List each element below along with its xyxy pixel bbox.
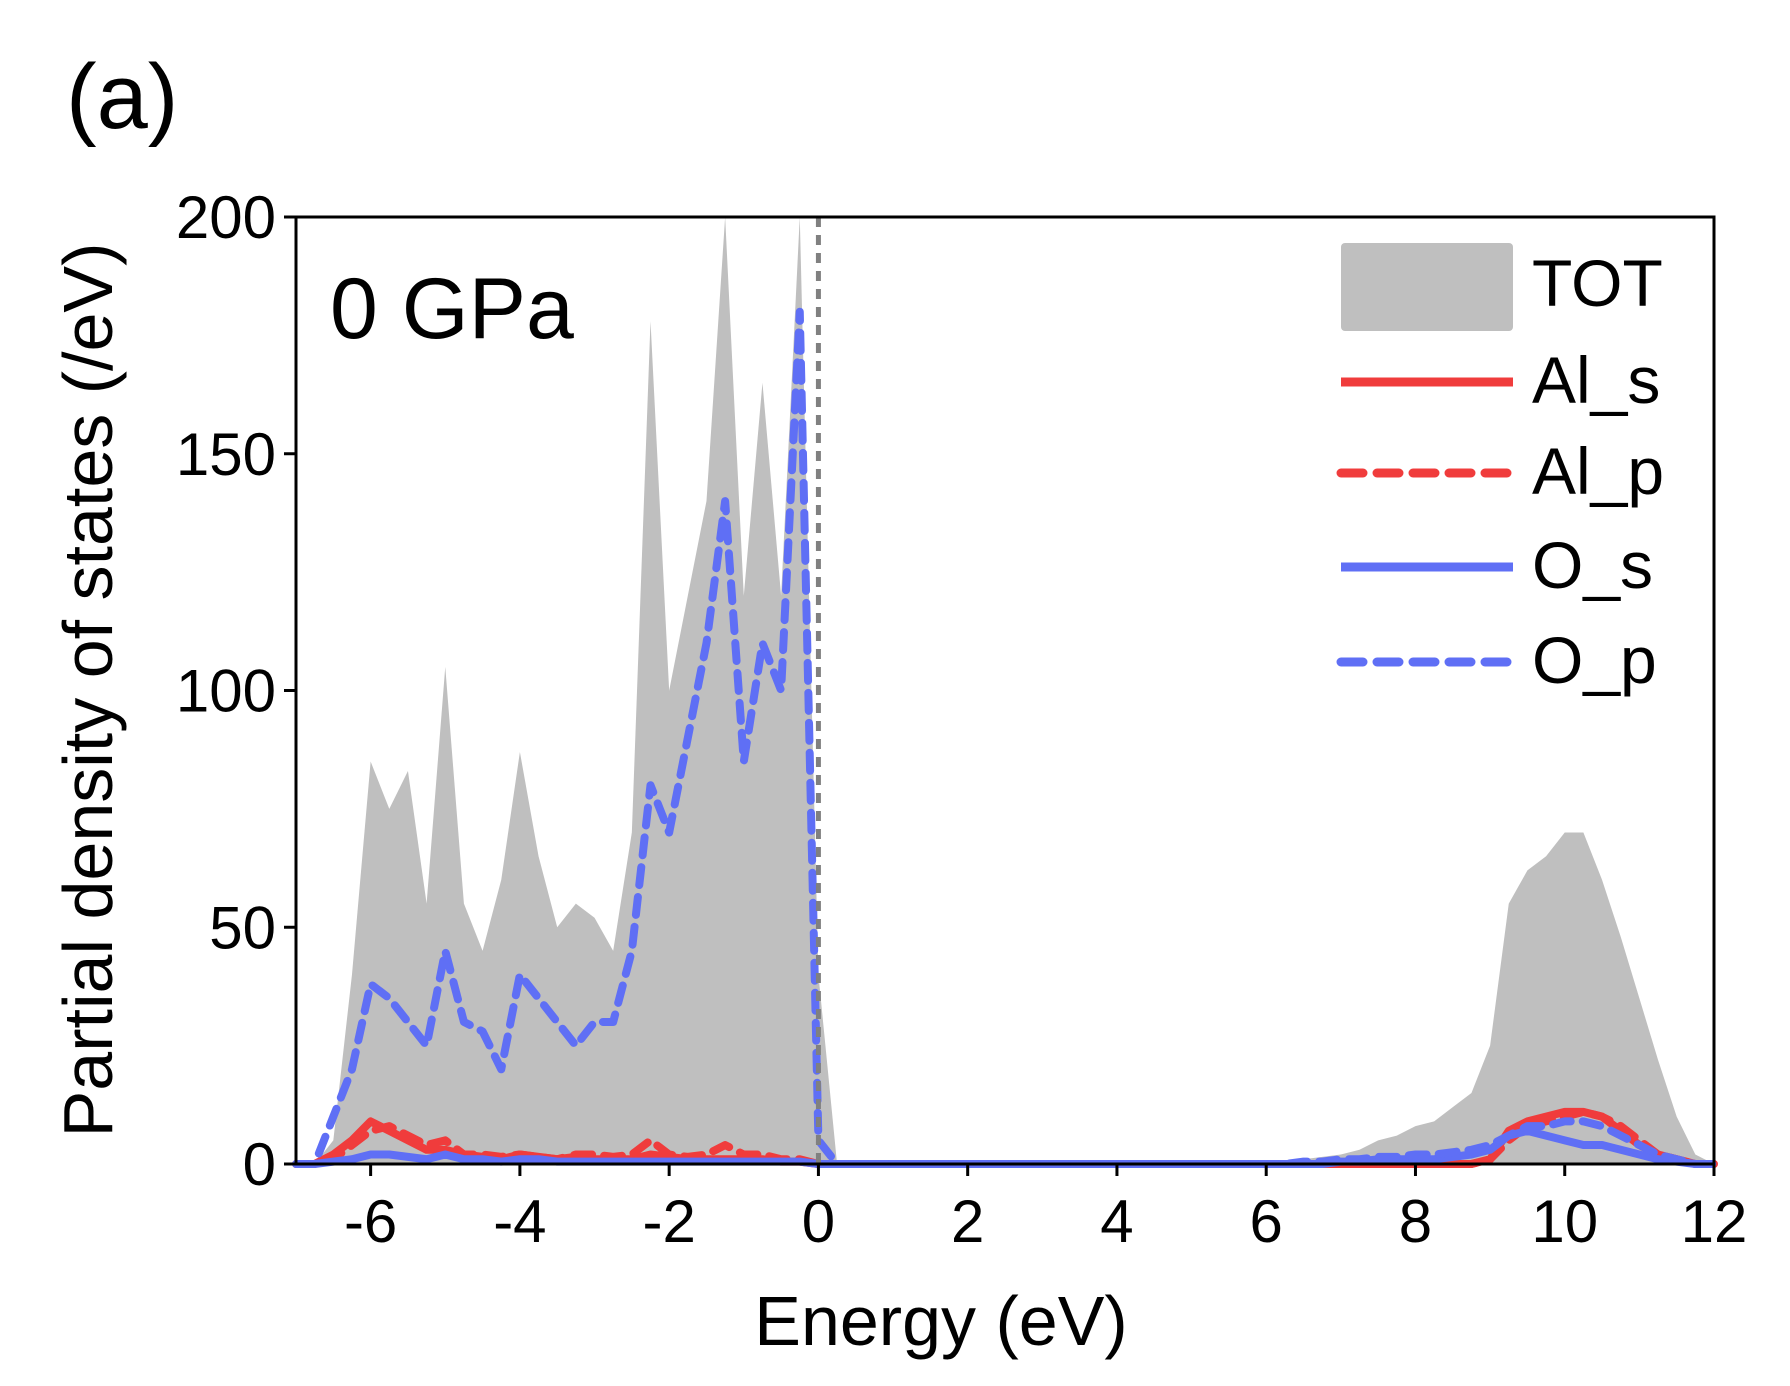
x-tick-label: 6	[1250, 1188, 1283, 1255]
legend-label: TOT	[1532, 246, 1663, 320]
x-tick-label: 4	[1100, 1188, 1133, 1255]
legend-label: Al_s	[1532, 343, 1660, 417]
y-tick-label: 50	[209, 894, 276, 961]
x-tick-label: 2	[951, 1188, 984, 1255]
y-axis-label: Partial density of states (/eV)	[49, 243, 127, 1138]
annotation: 0 GPa	[330, 261, 574, 357]
y-tick-label: 0	[243, 1131, 276, 1198]
x-tick-label: 10	[1531, 1188, 1598, 1255]
legend-label: O_p	[1532, 623, 1657, 697]
y-tick-label: 100	[176, 658, 276, 725]
panel-label: (a)	[66, 46, 178, 148]
legend-label: O_s	[1532, 528, 1653, 602]
legend-swatch	[1341, 243, 1513, 331]
area	[296, 217, 1714, 1164]
x-tick-label: -6	[344, 1188, 397, 1255]
x-axis-label: Energy (eV)	[754, 1282, 1127, 1360]
x-tick-label: -2	[642, 1188, 695, 1255]
y-tick-label: 200	[176, 184, 276, 251]
x-tick-label: 0	[802, 1188, 835, 1255]
x-tick-label: 8	[1399, 1188, 1432, 1255]
x-tick-label: 12	[1681, 1188, 1748, 1255]
legend-label: Al_p	[1532, 434, 1664, 508]
y-tick-label: 150	[176, 421, 276, 488]
x-tick-label: -4	[493, 1188, 546, 1255]
